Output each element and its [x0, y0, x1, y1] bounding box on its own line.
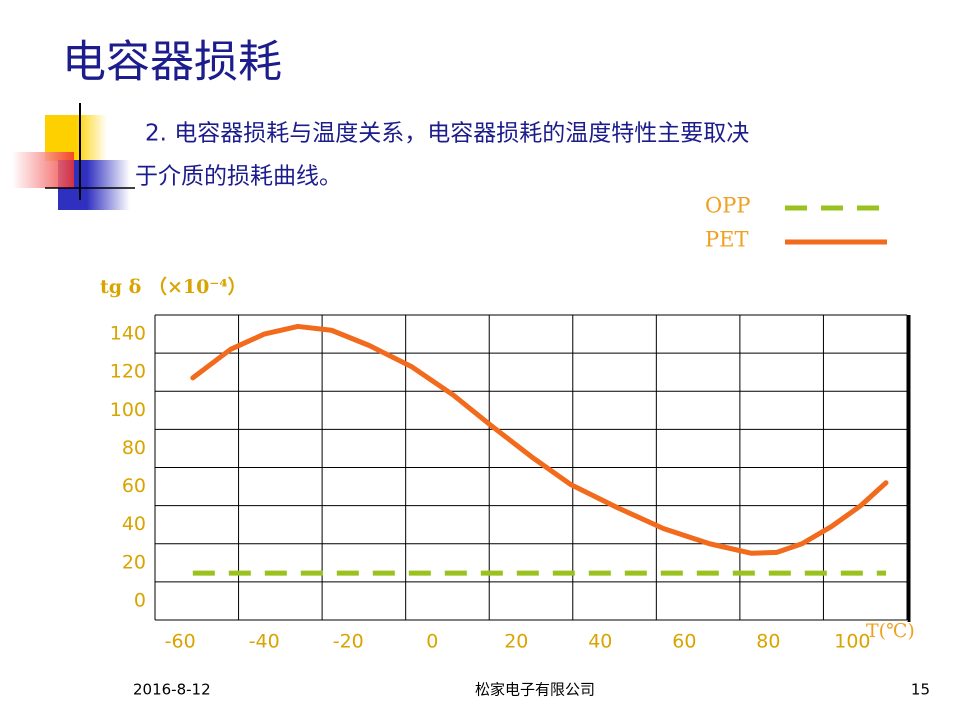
footer-date: 2016-8-12 — [133, 681, 211, 699]
y-tick-label: 20 — [122, 551, 146, 573]
x-tick-label: 20 — [504, 631, 528, 653]
slide-title: 电容器损耗 — [62, 37, 282, 88]
y-tick-label: 80 — [122, 437, 146, 459]
x-tick-label: 100 — [834, 631, 870, 653]
line-series — [190, 323, 889, 556]
legend-label: OPP — [705, 194, 750, 218]
deco-red — [12, 152, 74, 188]
legend-label: PET — [705, 228, 748, 252]
footer-company: 松家电子有限公司 — [475, 681, 595, 699]
x-tick-label: -60 — [165, 631, 196, 653]
y-tick-label: 140 — [110, 323, 146, 345]
x-tick-label: 80 — [756, 631, 780, 653]
y-tick-label: 60 — [122, 475, 146, 497]
footer-page: 15 — [911, 681, 930, 699]
plot-grid — [154, 314, 911, 622]
y-tick-label: 40 — [122, 513, 146, 535]
y-axis-label: tg δ （×10⁻⁴） — [100, 275, 247, 298]
body-text: 2. 电容器损耗与温度关系，电容器损耗的温度特性主要取决 — [145, 121, 749, 147]
y-tick-label: 100 — [110, 399, 146, 421]
x-axis-label: T(℃) — [866, 620, 915, 642]
body-text: 于介质的损耗曲线。 — [135, 164, 342, 190]
x-tick-label: 60 — [672, 631, 696, 653]
y-tick-label: 0 — [134, 589, 146, 611]
y-tick-label: 120 — [110, 361, 146, 383]
x-tick-label: -40 — [249, 631, 280, 653]
x-tick-label: 0 — [426, 631, 438, 653]
x-tick-label: -20 — [333, 631, 364, 653]
x-tick-label: 40 — [588, 631, 612, 653]
